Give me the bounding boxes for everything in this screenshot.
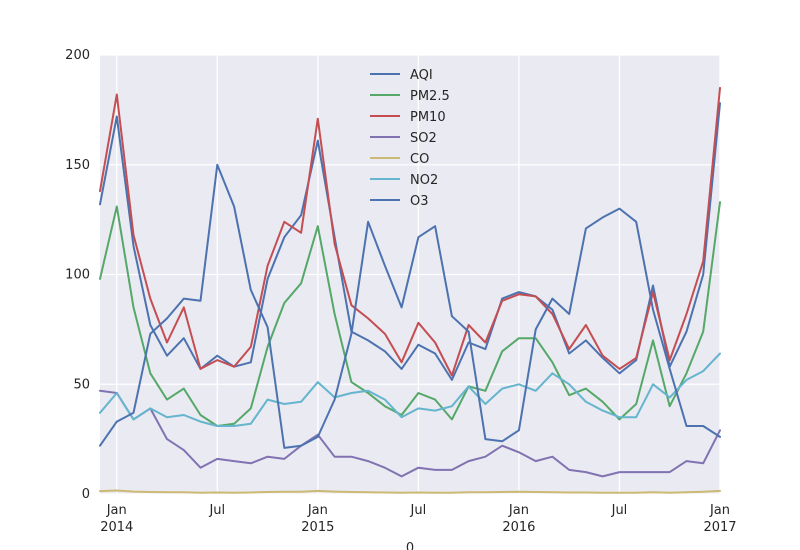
y-tick-label: 150 xyxy=(65,158,90,173)
x-tick-label: Jul xyxy=(611,503,628,518)
legend-entry-label: PM10 xyxy=(410,110,446,125)
legend-entry-label: NO2 xyxy=(410,173,438,188)
x-tick-label: Jan xyxy=(307,503,328,518)
x-tick-label: Jan xyxy=(709,503,730,518)
y-tick-label: 200 xyxy=(65,48,90,63)
legend-entry-label: O3 xyxy=(410,194,429,209)
legend-entry-label: AQI xyxy=(410,68,433,83)
y-tick-label: 100 xyxy=(65,268,90,283)
x-tick-label: Jul xyxy=(410,503,427,518)
x-axis-ticks: Jan 2014 Jul Jan 2015 Jul Jan 2016 Jul Jan 2017 xyxy=(100,503,736,535)
x-tick-label: Jan xyxy=(508,503,529,518)
series-line-pm10 xyxy=(99,86,721,377)
x-tick-year-label: 2015 xyxy=(301,520,334,535)
x-tick-year-label: 2017 xyxy=(703,520,736,535)
y-axis-ticks: 0 50 100 150 200 xyxy=(65,48,90,502)
x-tick-label: Jan xyxy=(106,503,127,518)
x-tick-year-label: 2016 xyxy=(502,520,535,535)
series-lines xyxy=(99,86,721,494)
y-tick-label: 50 xyxy=(73,377,90,392)
legend-entry-label: CO xyxy=(410,152,429,167)
x-tick-label: Jul xyxy=(208,503,225,518)
y-tick-label: 0 xyxy=(82,487,90,502)
series-line-co xyxy=(99,489,721,494)
legend-entry-label: SO2 xyxy=(410,131,437,146)
x-tick-year-label: 2014 xyxy=(100,520,133,535)
series-line-o3 xyxy=(99,163,721,449)
series-line-so2 xyxy=(99,389,721,478)
x-axis-label: 0 xyxy=(406,541,414,550)
legend: AQI PM2.5 PM10 SO2 CO NO2 O3 xyxy=(370,68,450,209)
series-line-no2 xyxy=(99,352,721,427)
legend-entry-label: PM2.5 xyxy=(410,89,450,104)
